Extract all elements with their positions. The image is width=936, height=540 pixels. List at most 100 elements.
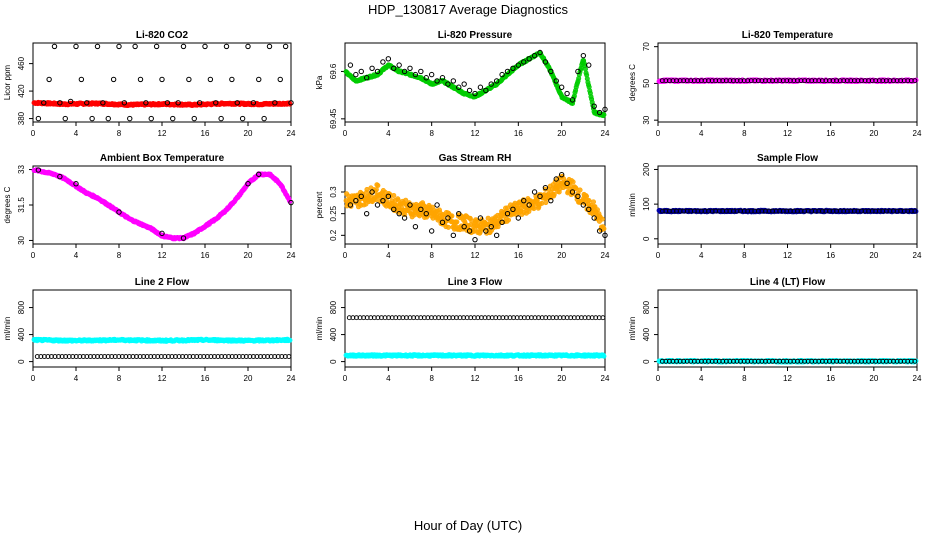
plot-frame [32, 42, 292, 123]
y-tick-label: 31.5 [17, 197, 26, 213]
data-point [472, 236, 478, 243]
data-point [418, 68, 424, 75]
x-tick-label: 24 [601, 374, 610, 383]
data-point [51, 43, 58, 50]
data-point [375, 183, 381, 189]
data-point [407, 65, 413, 71]
x-tick-label: 20 [557, 251, 566, 260]
data-point [450, 232, 457, 239]
x-tick-label: 20 [869, 251, 878, 260]
y-tick-label: 800 [17, 300, 26, 314]
data-point [531, 189, 538, 195]
x-tick-label: 16 [514, 129, 523, 138]
x-tick-label: 24 [913, 251, 922, 260]
y-axis-label: kPa [315, 75, 324, 89]
data-point [229, 76, 235, 83]
y-tick-label: 400 [642, 327, 651, 341]
data-point [180, 43, 187, 50]
x-tick-label: 20 [557, 129, 566, 138]
panel-title: Ambient Box Temperature [100, 153, 225, 164]
y-tick-label: 0 [642, 359, 651, 364]
x-tick-label: 20 [869, 374, 878, 383]
x-tick-label: 0 [343, 251, 348, 260]
panel-title: Li-820 Pressure [438, 30, 513, 41]
x-tick-label: 4 [699, 251, 704, 260]
data-point [461, 81, 467, 87]
x-tick-label: 20 [869, 129, 878, 138]
x-tick-label: 16 [826, 251, 835, 260]
data-point [396, 62, 402, 68]
x-tick-label: 24 [913, 374, 922, 383]
data-point [531, 206, 537, 212]
x-tick-label: 12 [783, 129, 792, 138]
y-tick-label: 400 [329, 327, 338, 341]
x-tick-label: 16 [514, 251, 523, 260]
x-tick-label: 12 [783, 374, 792, 383]
data-point [46, 76, 52, 83]
data-point [256, 76, 262, 83]
data-point [580, 52, 587, 59]
x-tick-label: 8 [117, 129, 122, 138]
x-tick-label: 20 [557, 374, 566, 383]
panel-title: Li-820 CO2 [136, 30, 189, 41]
x-tick-label: 20 [244, 251, 253, 260]
data-point [590, 199, 596, 205]
y-tick-label: 50 [642, 78, 651, 87]
data-point [477, 84, 484, 90]
data-point [493, 232, 500, 239]
x-tick-label: 24 [913, 129, 922, 138]
data-point [132, 43, 138, 50]
y-tick-label: 420 [17, 84, 26, 98]
x-tick-label: 16 [826, 374, 835, 383]
data-point [105, 115, 111, 122]
data-point [191, 115, 197, 122]
data-point [570, 179, 576, 185]
x-tick-label: 0 [343, 374, 348, 383]
data-point [89, 115, 95, 122]
y-tick-label: 200 [642, 162, 651, 176]
plot-frame [657, 289, 918, 368]
panel-title: Sample Flow [757, 153, 818, 164]
panel-title: Line 2 Flow [135, 277, 190, 288]
data-point [282, 43, 289, 50]
data-point [434, 202, 440, 208]
y-tick-label: 380 [17, 111, 26, 125]
plot-frame [344, 42, 606, 123]
data-point [73, 43, 79, 50]
y-tick-label: 70 [642, 42, 651, 51]
data-point [450, 78, 457, 84]
data-point [358, 68, 364, 75]
y-tick-label: 0 [329, 359, 338, 364]
y-axis-label: percent [315, 191, 324, 218]
x-tick-label: 4 [699, 129, 704, 138]
x-tick-label: 12 [471, 129, 480, 138]
data-point [202, 43, 208, 50]
data-point [347, 62, 354, 68]
data-point [599, 216, 605, 222]
data-point [428, 228, 435, 234]
y-tick-label: 30 [642, 115, 651, 124]
x-tick-label: 16 [826, 129, 835, 138]
data-point [353, 71, 359, 78]
y-tick-label: 0.25 [329, 205, 338, 221]
x-tick-label: 0 [343, 129, 348, 138]
y-tick-label: 33 [17, 165, 26, 174]
plot-frame [657, 165, 918, 245]
data-point [261, 115, 267, 122]
figure-title: HDP_130817 Average Diagnostics [368, 2, 568, 17]
y-tick-label: 400 [17, 327, 26, 341]
x-tick-label: 20 [244, 374, 253, 383]
data-point [94, 43, 101, 50]
x-tick-label: 20 [244, 129, 253, 138]
x-tick-label: 4 [386, 374, 391, 383]
data-point [506, 217, 512, 223]
data-point [287, 337, 293, 343]
x-tick-label: 12 [471, 374, 480, 383]
x-tick-label: 16 [514, 374, 523, 383]
